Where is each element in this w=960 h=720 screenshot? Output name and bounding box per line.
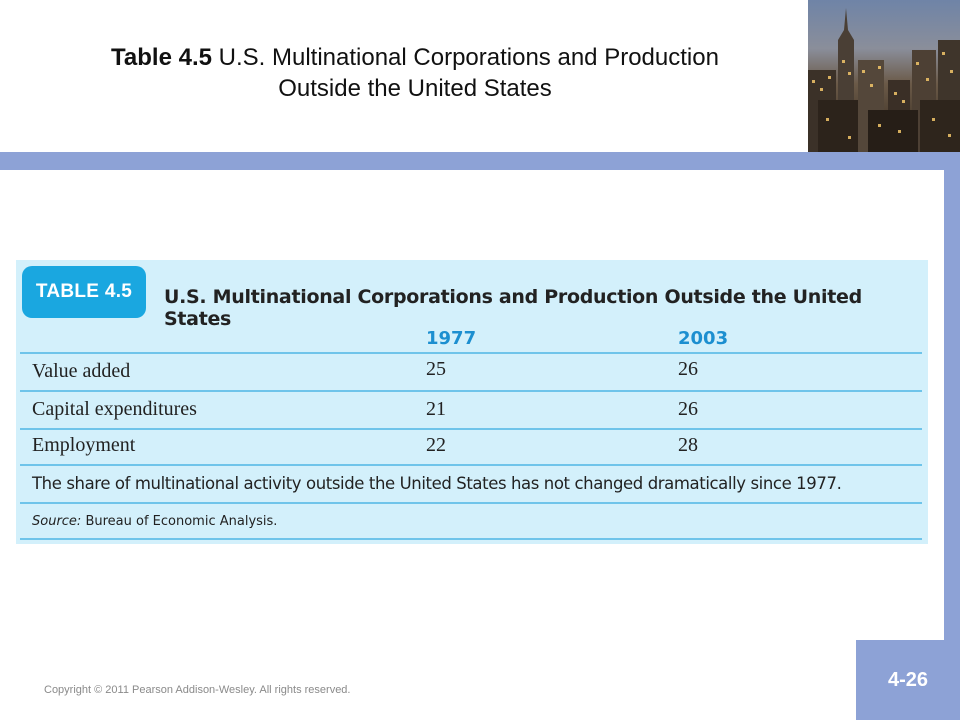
table-caption: U.S. Multinational Corporations and Prod… — [164, 286, 862, 330]
slide-title: Table 4.5 U.S. Multinational Corporation… — [20, 42, 810, 104]
slide-title-line-1: Table 4.5 U.S. Multinational Corporation… — [20, 42, 810, 73]
table-number-tag: TABLE 4.5 — [22, 266, 146, 318]
right-accent-bar — [944, 152, 960, 642]
cell-employment-2003: 28 — [678, 434, 698, 456]
copyright-notice: Copyright © 2011 Pearson Addison-Wesley.… — [44, 684, 351, 696]
row-rule — [20, 390, 922, 392]
cell-value-added-1977: 25 — [426, 358, 446, 380]
header-rule — [20, 352, 922, 354]
column-header-2003: 2003 — [678, 328, 729, 349]
header-accent-band — [0, 152, 960, 170]
cell-employment-1977: 22 — [426, 434, 446, 456]
row-label-employment: Employment — [32, 434, 136, 456]
source-label: Source: — [32, 514, 82, 529]
row-label-capital-expenditures: Capital expenditures — [32, 398, 197, 420]
column-header-1977: 1977 — [426, 328, 477, 349]
slide-title-line-2: Outside the United States — [278, 75, 552, 102]
bottom-rule — [20, 538, 922, 540]
row-label-value-added: Value added — [32, 360, 131, 382]
note-rule — [20, 502, 922, 504]
table-note: The share of multinational activity outs… — [32, 474, 842, 493]
slide-title-bold: Table 4.5 — [111, 44, 212, 71]
cell-capital-expenditures-2003: 26 — [678, 398, 698, 420]
row-rule — [20, 464, 922, 466]
table-figure: TABLE 4.5 U.S. Multinational Corporation… — [16, 260, 928, 544]
source-text: Bureau of Economic Analysis. — [81, 514, 278, 529]
page-number: 4-26 — [856, 640, 960, 720]
cell-capital-expenditures-1977: 21 — [426, 398, 446, 420]
table-source: Source: Bureau of Economic Analysis. — [32, 514, 277, 529]
slide-title-line-1-rest: U.S. Multinational Corporations and Prod… — [211, 44, 719, 71]
row-rule — [20, 428, 922, 430]
city-skyline-photo — [808, 0, 960, 152]
cell-value-added-2003: 26 — [678, 358, 698, 380]
